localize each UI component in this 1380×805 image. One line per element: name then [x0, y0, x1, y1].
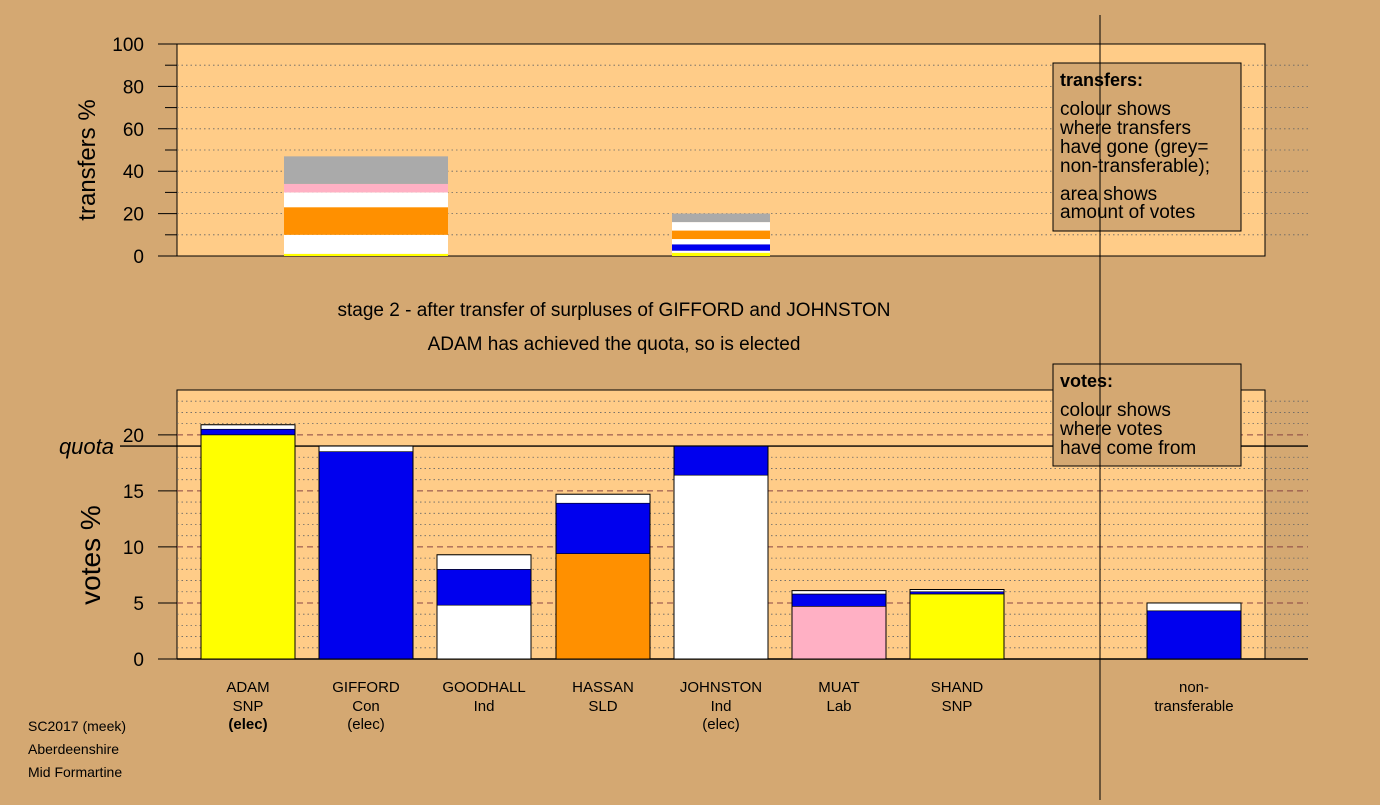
candidate-party: Ind — [474, 698, 495, 715]
transfers-tick-label: 40 — [123, 162, 144, 183]
candidate-name: GOODHALL — [442, 679, 525, 696]
vote-segment — [791, 590, 887, 595]
vote-segment — [791, 593, 887, 607]
transfer-segment — [672, 252, 770, 256]
votes-tick-label: 20 — [123, 426, 144, 447]
nontransferable-segment — [1146, 602, 1242, 612]
candidate-name: JOHNSTON — [680, 679, 762, 696]
transfers-legend-line: area shows — [1060, 184, 1157, 205]
votes-legend-title: votes: — [1060, 371, 1113, 391]
votes-ylabel: votes % — [75, 505, 106, 605]
vote-segment — [555, 553, 651, 660]
vote-segment — [200, 428, 296, 436]
candidate-name: SHAND — [931, 679, 984, 696]
candidate-party: SNP — [233, 698, 264, 715]
transfer-segment — [672, 239, 770, 245]
vote-segment — [909, 593, 1005, 660]
candidate-status: (elec) — [228, 716, 267, 733]
vote-segment — [909, 591, 1005, 595]
transfers-tick-label: 20 — [123, 205, 144, 226]
nontransferable-label: non- — [1179, 679, 1209, 696]
candidate-party: SNP — [942, 698, 973, 715]
candidate-party: Ind — [711, 698, 732, 715]
vote-segment — [200, 424, 296, 430]
transfers-tick-label: 80 — [123, 77, 144, 98]
candidate-name: HASSAN — [572, 679, 634, 696]
votes-legend-line: have come from — [1060, 438, 1196, 459]
transfer-segment — [284, 253, 448, 256]
vote-segment — [791, 606, 887, 660]
transfers-tick-label: 0 — [133, 247, 144, 268]
votes-tick-label: 0 — [133, 650, 144, 671]
votes-legend-line: colour shows — [1060, 400, 1171, 421]
candidate-name: ADAM — [226, 679, 269, 696]
candidate-party: Con — [352, 698, 380, 715]
candidate-name: GIFFORD — [332, 679, 400, 696]
votes-bars — [200, 424, 1242, 660]
vote-segment-outline — [555, 493, 651, 660]
transfers-tick-label: 100 — [112, 35, 144, 56]
transfers-legend: transfers: colour shows where transfers … — [1052, 62, 1242, 232]
quota-label: quota — [59, 434, 114, 459]
vote-segment — [555, 493, 651, 504]
vote-segment — [555, 502, 651, 554]
footer-line: SC2017 (meek) — [28, 718, 126, 734]
vote-segment — [673, 474, 769, 660]
votes-y-axis: 0 5 10 15 20 — [123, 426, 177, 671]
transfers-legend-line: non-transferable); — [1060, 156, 1210, 177]
candidate-status: (elec) — [702, 716, 740, 733]
transfer-segment — [672, 230, 770, 240]
candidate-party: Lab — [826, 698, 851, 715]
transfer-segment — [284, 234, 448, 254]
transfers-legend-line: where transfers — [1059, 118, 1191, 139]
votes-tick-label: 15 — [123, 482, 144, 503]
vote-segment-outline — [200, 424, 296, 660]
vote-segment — [318, 445, 414, 452]
footer-line: Aberdeenshire — [28, 741, 119, 757]
votes-legend: votes: colour shows where votes have com… — [1052, 363, 1242, 467]
transfers-legend-line: colour shows — [1060, 99, 1171, 120]
votes-tick-label: 10 — [123, 538, 144, 559]
transfer-segment — [284, 192, 448, 208]
vote-segment — [673, 445, 769, 476]
vote-segment — [318, 451, 414, 660]
transfers-y-axis: 0 20 40 60 80 100 — [112, 35, 177, 268]
elected-caption: ADAM has achieved the quota, so is elect… — [428, 334, 801, 355]
transfer-segment — [672, 244, 770, 251]
transfer-segment — [284, 183, 448, 193]
transfers-legend-line: amount of votes — [1060, 202, 1195, 223]
transfer-segment — [284, 156, 448, 184]
transfer-segment — [672, 222, 770, 231]
nontransferable-segment-outline — [1146, 602, 1242, 660]
votes-tick-label: 5 — [133, 594, 144, 615]
nontransferable-label: transferable — [1154, 698, 1233, 715]
transfers-ylabel: transfers % — [74, 99, 101, 220]
candidate-status: (elec) — [347, 716, 385, 733]
candidate-party: SLD — [588, 698, 617, 715]
nontransferable-segment — [1146, 610, 1242, 660]
stage-caption: stage 2 - after transfer of surpluses of… — [338, 300, 891, 321]
vote-segment-outline — [436, 554, 532, 660]
candidate-labels: ADAMSNP(elec)GIFFORDCon(elec)GOODHALLInd… — [226, 679, 1233, 733]
vote-segment — [436, 604, 532, 660]
candidate-name: MUAT — [818, 679, 859, 696]
transfers-tick-label: 60 — [123, 120, 144, 141]
transfer-segment — [672, 250, 770, 253]
transfer-segment — [672, 213, 770, 223]
transfer-segment — [284, 207, 448, 235]
vote-segment-outline — [673, 445, 769, 660]
vote-segment — [200, 434, 296, 660]
vote-segment-outline — [791, 590, 887, 660]
footer-line: Mid Formartine — [28, 764, 122, 780]
vote-segment-outline — [318, 445, 414, 660]
transfers-legend-line: have gone (grey= — [1060, 137, 1208, 158]
vote-segment-outline — [909, 589, 1005, 660]
transfers-bars — [284, 156, 770, 256]
vote-segment — [436, 569, 532, 606]
vote-segment — [436, 554, 532, 570]
transfers-legend-title: transfers: — [1060, 70, 1143, 90]
votes-legend-line: where votes — [1059, 419, 1162, 440]
